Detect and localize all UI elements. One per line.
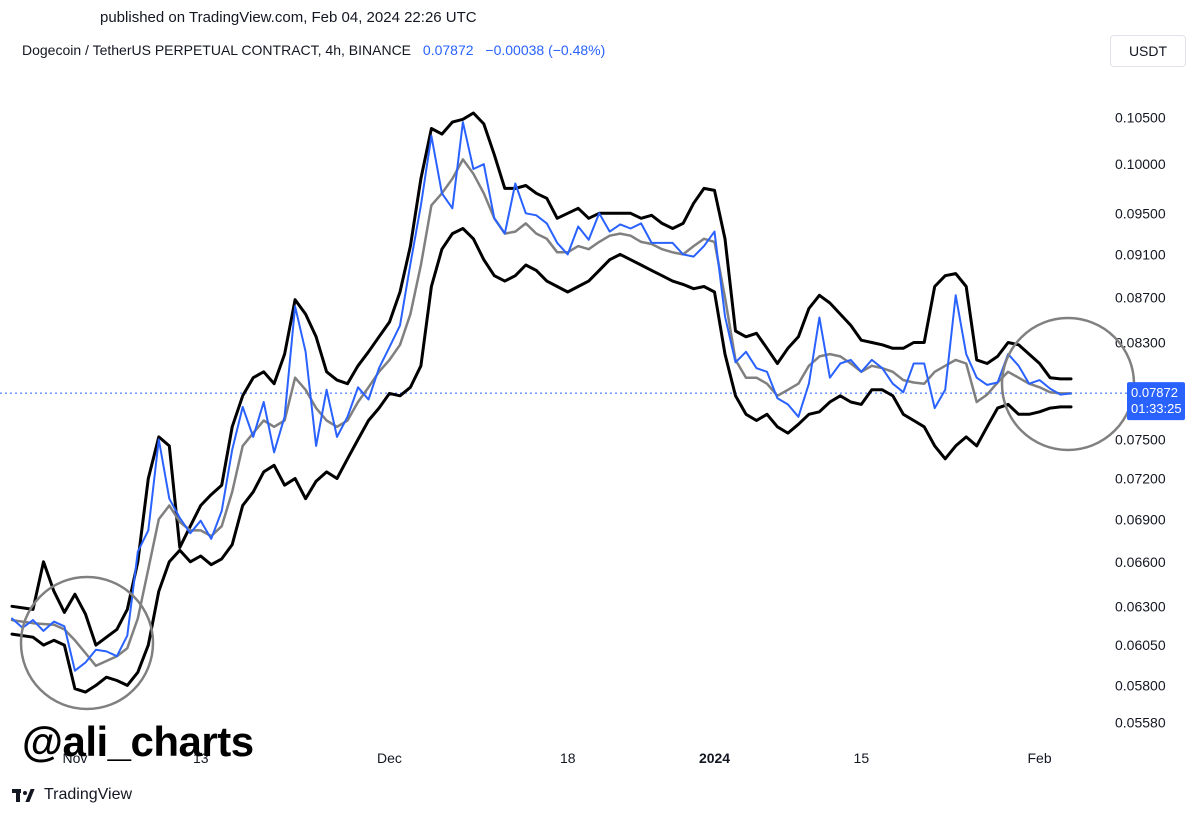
y-tick-label: 0.10000 [1115, 156, 1166, 172]
series-line-basis [10, 158, 1073, 668]
symbol-title[interactable]: Dogecoin / TetherUS PERPETUAL CONTRACT, … [22, 42, 412, 58]
y-tick-label: 0.05800 [1115, 677, 1166, 693]
price-tag-value: 0.07872 [1131, 385, 1178, 400]
annotation-layer [19, 316, 1136, 711]
price-change: −0.00038 (−0.48%) [485, 42, 606, 58]
author-watermark: @ali_charts [22, 718, 254, 765]
series-line-price [11, 121, 1072, 672]
last-price: 0.07872 [422, 42, 474, 58]
annotation-circle [1000, 316, 1136, 452]
tradingview-logo-icon [12, 787, 38, 803]
tradingview-footer[interactable]: TradingView [12, 786, 132, 804]
y-tick-label: 0.06050 [1115, 637, 1166, 653]
x-tick-label: Dec [377, 750, 402, 766]
y-tick-label: 0.10500 [1115, 110, 1166, 126]
price-tag-countdown: 01:33:25 [1131, 401, 1182, 416]
price-tag-box [1127, 382, 1185, 421]
x-tick-label: 18 [560, 750, 576, 766]
tradingview-brand: TradingView [44, 786, 133, 803]
series-layer [10, 111, 1073, 694]
y-tick-label: 0.08700 [1115, 289, 1166, 305]
series-line-upper_band [10, 111, 1073, 647]
annotation-circle [19, 575, 155, 711]
time-axis[interactable]: Nov 13 Dec 18 2024 15 Feb [62, 750, 1051, 766]
y-tick-label: 0.06300 [1115, 598, 1166, 614]
price-axis[interactable]: 0.10500 0.10000 0.09500 0.09100 0.08700 0.083… [1115, 110, 1166, 731]
x-tick-label: 2024 [699, 750, 730, 766]
x-tick-label: Nov [62, 750, 87, 766]
y-tick-label: 0.05580 [1115, 714, 1166, 730]
y-tick-label: 0.09500 [1115, 205, 1166, 221]
y-tick-label: 0.06900 [1115, 511, 1166, 527]
currency-button[interactable]: USDT [1110, 35, 1186, 67]
y-tick-label: 0.09100 [1115, 246, 1166, 262]
x-tick-label: 15 [854, 750, 870, 766]
series-line-lower_band [10, 227, 1073, 694]
y-tick-label: 0.07200 [1115, 471, 1166, 487]
y-tick-label: 0.07500 [1115, 431, 1166, 447]
y-tick-label: 0.08300 [1115, 334, 1166, 350]
x-tick-label: 13 [193, 750, 209, 766]
published-note: published on TradingView.com, Feb 04, 20… [100, 9, 477, 26]
symbol-legend: Dogecoin / TetherUS PERPETUAL CONTRACT, … [22, 42, 605, 58]
price-tag: 0.07872 01:33:25 [1127, 382, 1185, 421]
x-tick-label: Feb [1028, 750, 1052, 766]
y-tick-label: 0.06600 [1115, 554, 1166, 570]
